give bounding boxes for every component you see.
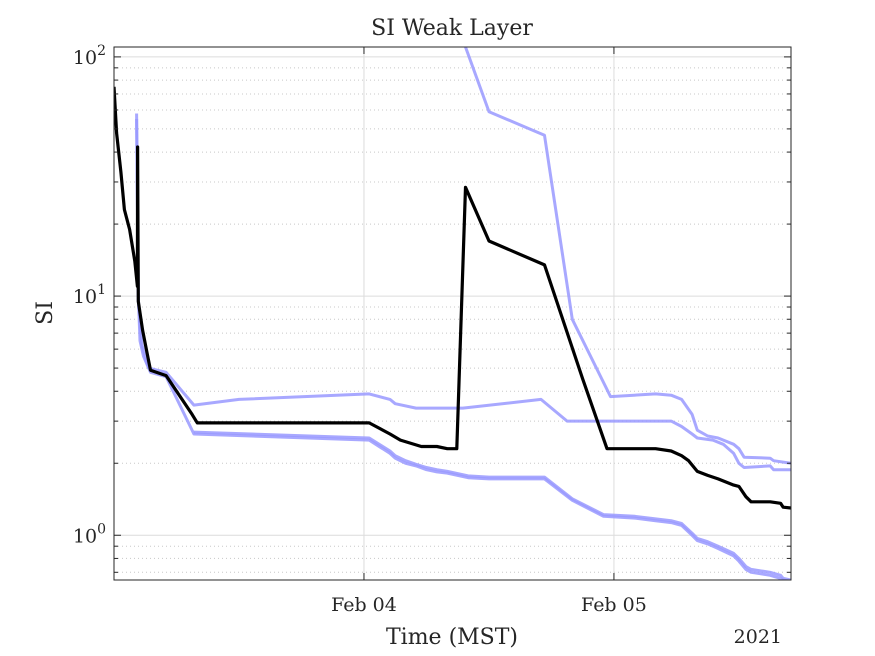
plot-frame <box>113 46 792 581</box>
series-line-lower-outer-band <box>193 430 791 580</box>
y-tick-exponent: 0 <box>97 521 106 537</box>
series-line-upper-outer-band <box>464 47 791 465</box>
series-line-lower-band <box>135 118 791 580</box>
ticks-layer <box>114 47 791 580</box>
series-layer <box>114 47 791 580</box>
x-tick-label: Feb 05 <box>581 594 647 616</box>
y-tick-label: 100 <box>73 521 106 547</box>
x-tick-label: Feb 04 <box>331 594 397 616</box>
y-tick-base: 10 <box>73 47 97 69</box>
y-axis-label: SI <box>33 301 58 325</box>
minor-grid <box>114 67 791 573</box>
series-line-main <box>114 86 791 510</box>
y-tick-base: 10 <box>73 286 97 308</box>
chart-title: SI Weak Layer <box>371 16 533 41</box>
y-tick-exponent: 1 <box>97 282 106 298</box>
y-tick-base: 10 <box>73 525 97 547</box>
x-axis-label: Time (MST) <box>386 625 518 650</box>
major-grid <box>114 47 791 580</box>
y-tick-label: 101 <box>73 282 106 308</box>
year-label: 2021 <box>734 626 782 648</box>
y-tick-label: 102 <box>73 43 106 69</box>
y-tick-exponent: 2 <box>97 43 106 59</box>
series-line-upper-band <box>135 113 791 472</box>
